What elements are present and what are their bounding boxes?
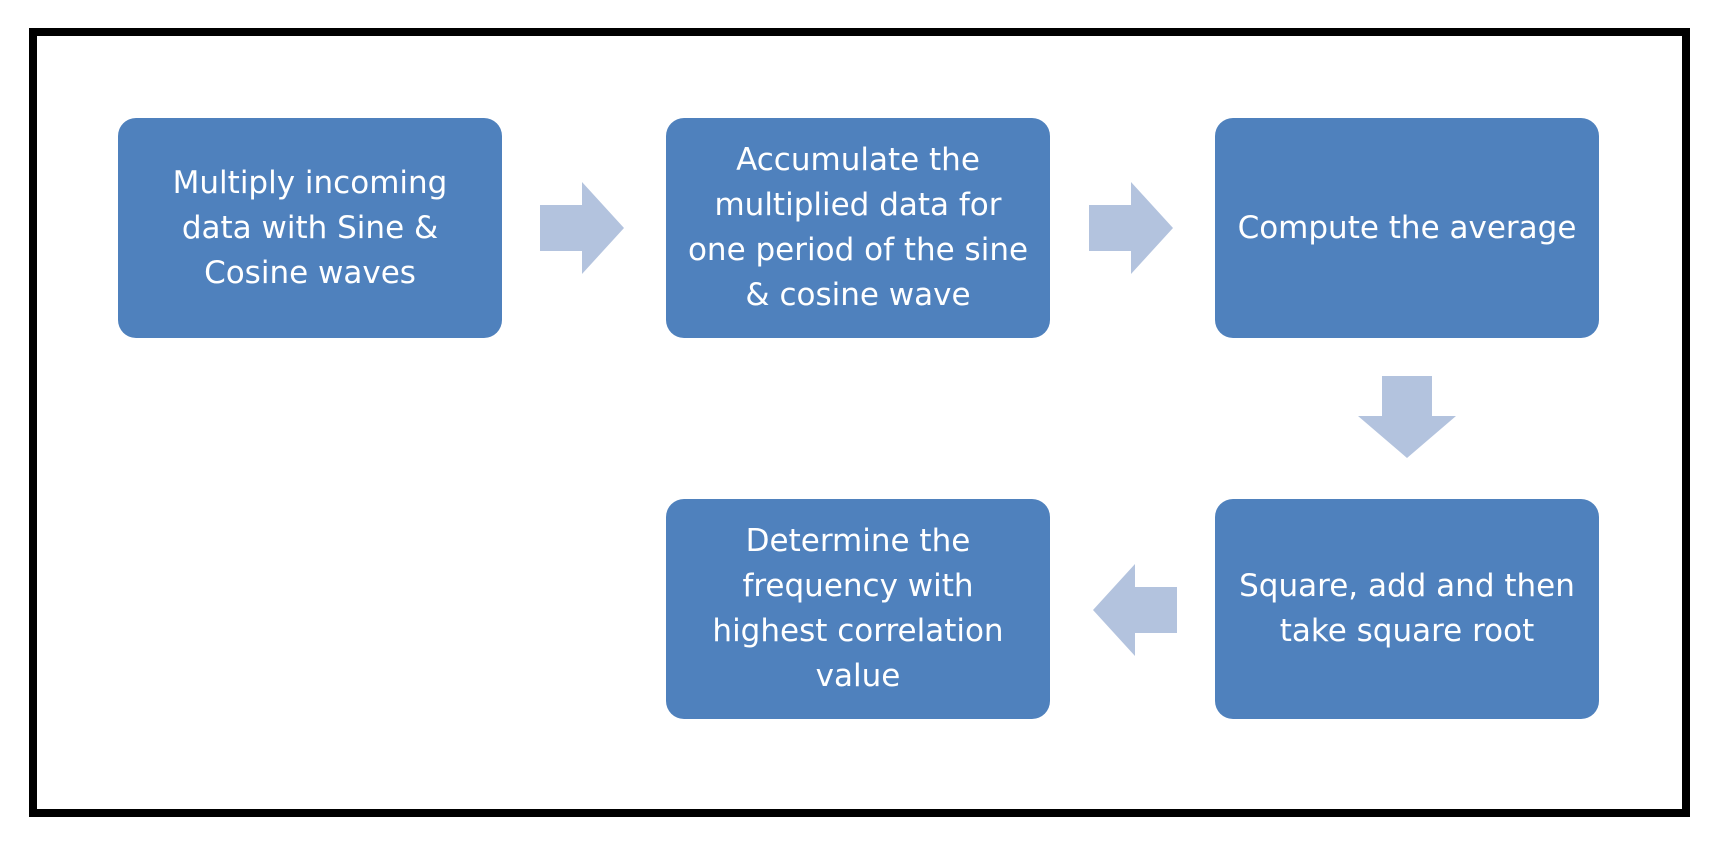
- step-label: Determine the frequency with highest cor…: [712, 523, 1004, 694]
- arrow-down-icon: [1358, 376, 1456, 458]
- step-label: Square, add and then take square root: [1239, 568, 1575, 649]
- arrow-right-icon: [540, 182, 624, 274]
- step-box-accumulate: Accumulate the multiplied data for one p…: [666, 118, 1050, 338]
- step-box-average: Compute the average: [1215, 118, 1599, 338]
- arrow-left-icon: [1093, 564, 1177, 656]
- step-label: Multiply incoming data with Sine & Cosin…: [172, 164, 448, 291]
- step-box-determine-frequency: Determine the frequency with highest cor…: [666, 499, 1050, 719]
- arrow-right-icon: [1089, 182, 1173, 274]
- step-box-multiply: Multiply incoming data with Sine & Cosin…: [118, 118, 502, 338]
- step-label: Compute the average: [1237, 209, 1577, 246]
- step-box-square-root: Square, add and then take square root: [1215, 499, 1599, 719]
- step-label: Accumulate the multiplied data for one p…: [687, 142, 1029, 313]
